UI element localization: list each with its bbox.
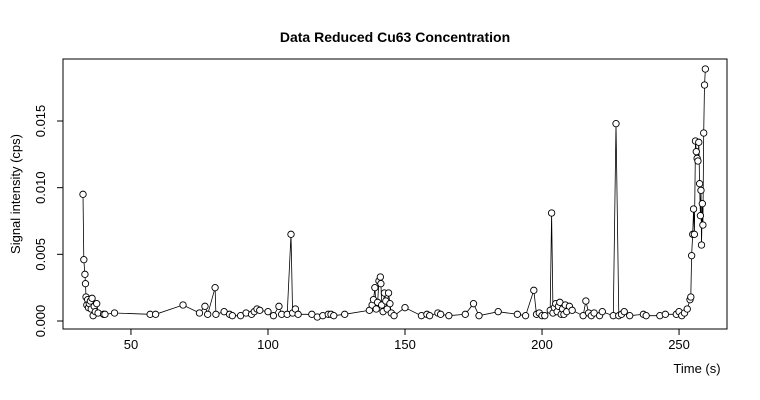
data-point — [341, 310, 349, 318]
data-point — [547, 209, 556, 217]
data-point — [683, 305, 691, 313]
data-point — [568, 306, 576, 314]
data-point — [377, 280, 385, 288]
data-point — [80, 256, 88, 264]
y-tick-label: 0.010 — [33, 171, 48, 204]
data-point — [661, 310, 669, 318]
data-point — [110, 309, 119, 317]
data-point — [386, 300, 394, 308]
data-point — [700, 129, 708, 137]
data-point — [151, 310, 160, 318]
x-tick-label: 250 — [668, 337, 690, 352]
data-point — [697, 186, 705, 194]
data-point — [426, 312, 434, 320]
data-point — [695, 180, 704, 188]
data-point — [687, 252, 696, 260]
y-tick-label: 0.015 — [33, 105, 48, 138]
data-point — [376, 273, 384, 281]
data-point — [275, 302, 283, 310]
data-point — [287, 230, 295, 238]
data-point — [101, 310, 109, 318]
data-point — [212, 310, 220, 318]
data-line — [82, 68, 706, 318]
data-point — [626, 312, 634, 320]
data-point — [475, 312, 483, 320]
data-point — [228, 312, 237, 320]
x-tick-label: 100 — [257, 337, 279, 352]
data-point — [445, 312, 453, 320]
data-point — [700, 81, 709, 89]
data-point — [401, 304, 409, 312]
data-point — [204, 310, 212, 318]
y-axis-label: Signal intensity (cps) — [8, 134, 23, 254]
data-point — [513, 310, 522, 318]
y-tick-label: 0.005 — [33, 238, 48, 271]
data-point — [530, 286, 538, 294]
data-point — [690, 230, 699, 238]
data-point — [269, 312, 278, 320]
data-point — [390, 312, 398, 320]
x-tick-label: 200 — [531, 337, 553, 352]
y-tick-label: 0.000 — [33, 305, 48, 338]
data-point — [521, 312, 530, 320]
data-point — [294, 310, 302, 318]
data-point — [701, 65, 710, 73]
data-point — [371, 284, 379, 292]
x-tick-label: 150 — [394, 337, 416, 352]
data-point — [698, 200, 706, 208]
data-point — [88, 294, 96, 302]
data-point — [211, 284, 219, 292]
data-point — [179, 301, 187, 309]
plot-box — [62, 58, 728, 330]
data-point — [469, 300, 478, 308]
data-point — [81, 280, 90, 288]
data-point — [541, 312, 549, 320]
data-point — [330, 312, 338, 320]
data-point — [695, 138, 703, 146]
x-tick-label: 50 — [124, 337, 138, 352]
data-point — [494, 308, 502, 316]
data-point — [687, 293, 695, 301]
data-point — [692, 148, 700, 156]
data-point — [696, 212, 705, 220]
chart-title: Data Reduced Cu63 Concentration — [280, 29, 510, 45]
data-point — [79, 190, 87, 198]
data-point — [694, 157, 702, 165]
data-point — [582, 297, 590, 305]
x-axis-label: Time (s) — [673, 361, 720, 376]
data-point — [384, 289, 393, 297]
data-point — [699, 221, 707, 229]
data-point — [201, 302, 209, 310]
data-point — [697, 241, 706, 249]
data-point — [461, 310, 469, 318]
data-point — [372, 305, 380, 313]
data-point — [264, 308, 272, 316]
data-point — [689, 205, 698, 213]
data-point — [612, 120, 620, 128]
data-point — [598, 308, 606, 316]
data-point — [256, 306, 264, 314]
data-point — [642, 312, 650, 320]
data-point — [620, 308, 628, 316]
data-point — [81, 270, 89, 278]
data-point — [195, 309, 204, 317]
data-point — [93, 300, 101, 308]
data-point — [436, 310, 445, 318]
